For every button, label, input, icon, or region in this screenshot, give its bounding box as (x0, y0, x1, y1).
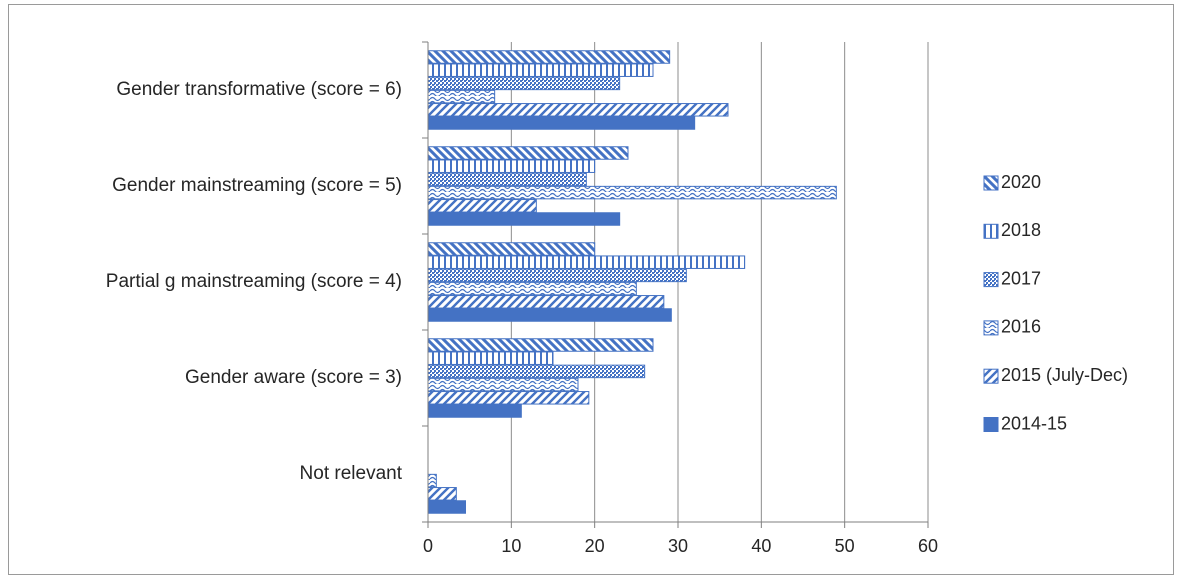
bar-2015-july-dec--cat-2 (427, 199, 537, 213)
legend-swatch (983, 368, 999, 384)
bar-2016-cat-5 (427, 473, 437, 488)
bar-2018-cat-4 (427, 351, 554, 365)
x-tick-label: 10 (501, 536, 521, 556)
bar-2020-cat-1 (427, 50, 671, 64)
category-label: Not relevant (300, 463, 403, 484)
category-labels: Gender transformative (score = 6) Gender … (106, 79, 403, 484)
legend-swatch (983, 175, 999, 191)
bar-2020-cat-3 (427, 242, 596, 256)
bar-2015-july-dec--cat-1 (427, 103, 729, 117)
bar-2018-cat-3 (427, 255, 746, 269)
legend: 2020 2018 2017 2016 2015 (July-Dec) 2014-15 (983, 172, 1128, 433)
axes (422, 41, 929, 528)
bar-2015-july-dec--cat-4 (427, 391, 590, 405)
x-tick-label: 30 (668, 536, 688, 556)
x-tick-label: 40 (751, 536, 771, 556)
legend-swatch (983, 320, 999, 336)
category-label: Partial g mainstreaming (score = 4) (106, 271, 402, 292)
bar-2015-july-dec--cat-3 (427, 295, 665, 309)
bar-2017-cat-4 (427, 364, 646, 379)
legend-label: 2016 (1001, 317, 1041, 337)
bar-2020-cat-4 (427, 338, 654, 352)
bar-2017-cat-2 (427, 172, 587, 187)
legend-label: 2020 (1001, 172, 1041, 192)
bar-2016-cat-2 (427, 185, 837, 200)
bar-2014-15-cat-1 (427, 116, 696, 130)
bar-2014-15-cat-3 (427, 308, 672, 322)
bar-2017-cat-3 (427, 268, 687, 283)
category-label: Gender transformative (score = 6) (116, 79, 402, 100)
bar-2018-cat-2 (427, 159, 596, 173)
x-tick-label: 50 (835, 536, 855, 556)
bar-2014-15-cat-5 (427, 500, 466, 514)
legend-label: 2014-15 (1001, 413, 1067, 433)
legend-label: 2015 (July-Dec) (1001, 365, 1128, 385)
x-tick-labels: 0 10 20 30 40 50 60 (423, 536, 938, 556)
bar-2014-15-cat-2 (427, 212, 621, 226)
x-tick-label: 60 (918, 536, 938, 556)
bar-2017-cat-1 (427, 76, 621, 91)
bar-2016-cat-4 (427, 377, 579, 392)
legend-swatch (983, 272, 999, 288)
category-label: Gender aware (score = 3) (185, 367, 402, 388)
category-label: Gender mainstreaming (score = 5) (112, 175, 402, 196)
bars (427, 50, 837, 514)
x-tick-label: 0 (423, 536, 433, 556)
legend-label: 2018 (1001, 220, 1041, 240)
bar-2020-cat-2 (427, 146, 629, 160)
legend-swatch (983, 223, 999, 239)
x-tick-label: 20 (585, 536, 605, 556)
bar-2018-cat-1 (427, 63, 654, 77)
bar-2015-july-dec--cat-5 (427, 487, 457, 501)
legend-label: 2017 (1001, 268, 1041, 288)
bar-2014-15-cat-4 (427, 404, 522, 418)
legend-swatch (983, 417, 999, 432)
bar-2016-cat-1 (427, 89, 496, 104)
bar-2016-cat-3 (427, 281, 637, 296)
